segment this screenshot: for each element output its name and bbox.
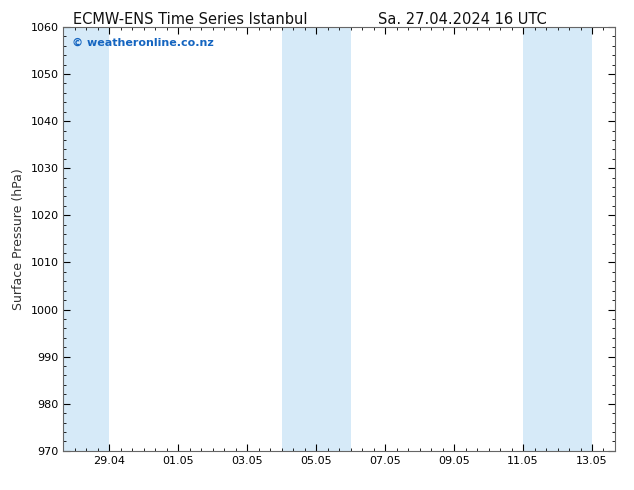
Bar (281, 27, 351, 451)
Bar (63, 27, 109, 451)
Text: ECMW-ENS Time Series Istanbul: ECMW-ENS Time Series Istanbul (73, 12, 307, 27)
Text: © weatheronline.co.nz: © weatheronline.co.nz (72, 38, 214, 48)
Y-axis label: Surface Pressure (hPa): Surface Pressure (hPa) (12, 168, 25, 310)
Bar (523, 27, 592, 451)
Text: Sa. 27.04.2024 16 UTC: Sa. 27.04.2024 16 UTC (378, 12, 547, 27)
